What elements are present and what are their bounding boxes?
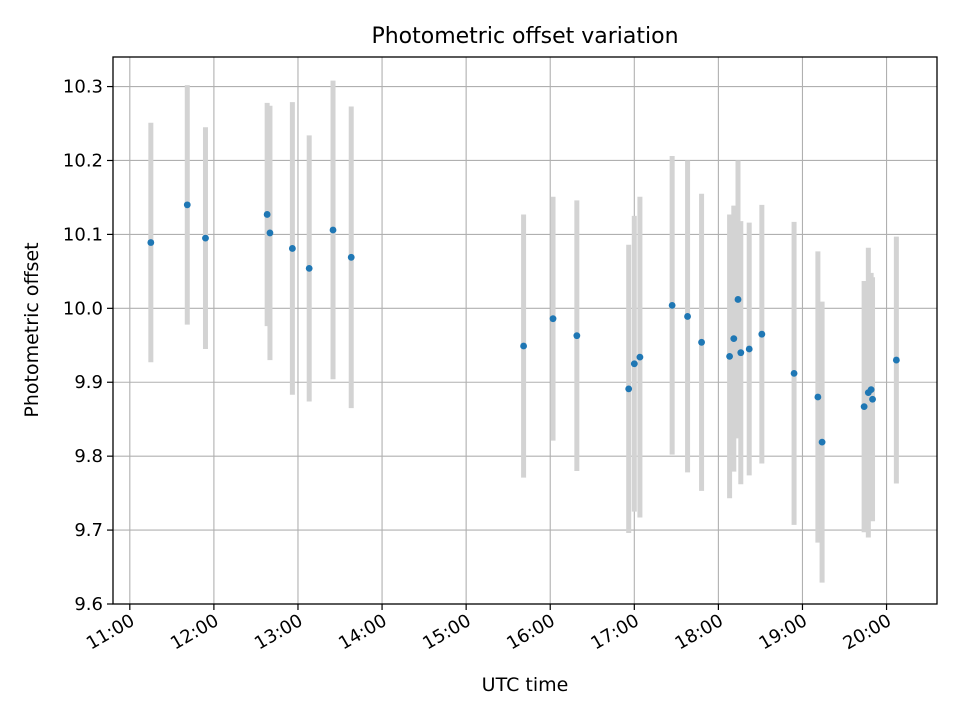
chart-title: Photometric offset variation: [371, 24, 678, 49]
y-axis-ticks: 9.6 9.7 9.8 9.9 10.0 10.1 10.2 10.3: [63, 77, 113, 615]
y-tick-label: 9.8: [74, 446, 103, 467]
data-point: [347, 253, 355, 261]
data-points: [147, 201, 900, 446]
data-point: [183, 201, 191, 209]
y-tick-label: 10.2: [63, 150, 103, 171]
data-point: [892, 356, 900, 364]
data-point: [266, 229, 274, 237]
data-point: [814, 393, 822, 401]
data-point: [734, 296, 742, 303]
data-point: [202, 234, 209, 242]
data-point: [726, 352, 733, 360]
data-point: [288, 245, 296, 252]
data-point: [730, 335, 738, 343]
data-point: [860, 403, 868, 411]
y-tick-label: 9.7: [74, 520, 103, 541]
data-point: [625, 385, 633, 393]
y-tick-label: 9.6: [74, 594, 103, 615]
data-point: [630, 360, 638, 368]
plot-frame: [112, 56, 938, 605]
data-point: [549, 315, 557, 323]
y-axis-label: Photometric offset: [21, 242, 43, 417]
data-point: [698, 338, 705, 346]
data-point: [305, 265, 313, 272]
data-point: [573, 332, 581, 340]
data-point: [329, 226, 337, 234]
y-tick-label: 10.0: [63, 298, 103, 319]
data-point: [636, 353, 644, 361]
data-point: [684, 313, 691, 320]
data-point: [790, 369, 798, 377]
y-tick-label: 10.1: [63, 224, 103, 245]
data-point: [737, 349, 745, 357]
data-point: [758, 330, 766, 338]
data-point: [745, 345, 753, 353]
data-point: [869, 395, 876, 403]
data-point: [668, 301, 676, 309]
x-axis-label: UTC time: [482, 674, 569, 696]
data-point: [147, 239, 155, 246]
data-point: [818, 438, 826, 446]
y-tick-label: 9.9: [74, 372, 103, 393]
y-tick-label: 10.3: [63, 77, 103, 98]
data-point: [867, 386, 875, 394]
data-point: [520, 342, 527, 350]
data-point: [263, 211, 271, 218]
